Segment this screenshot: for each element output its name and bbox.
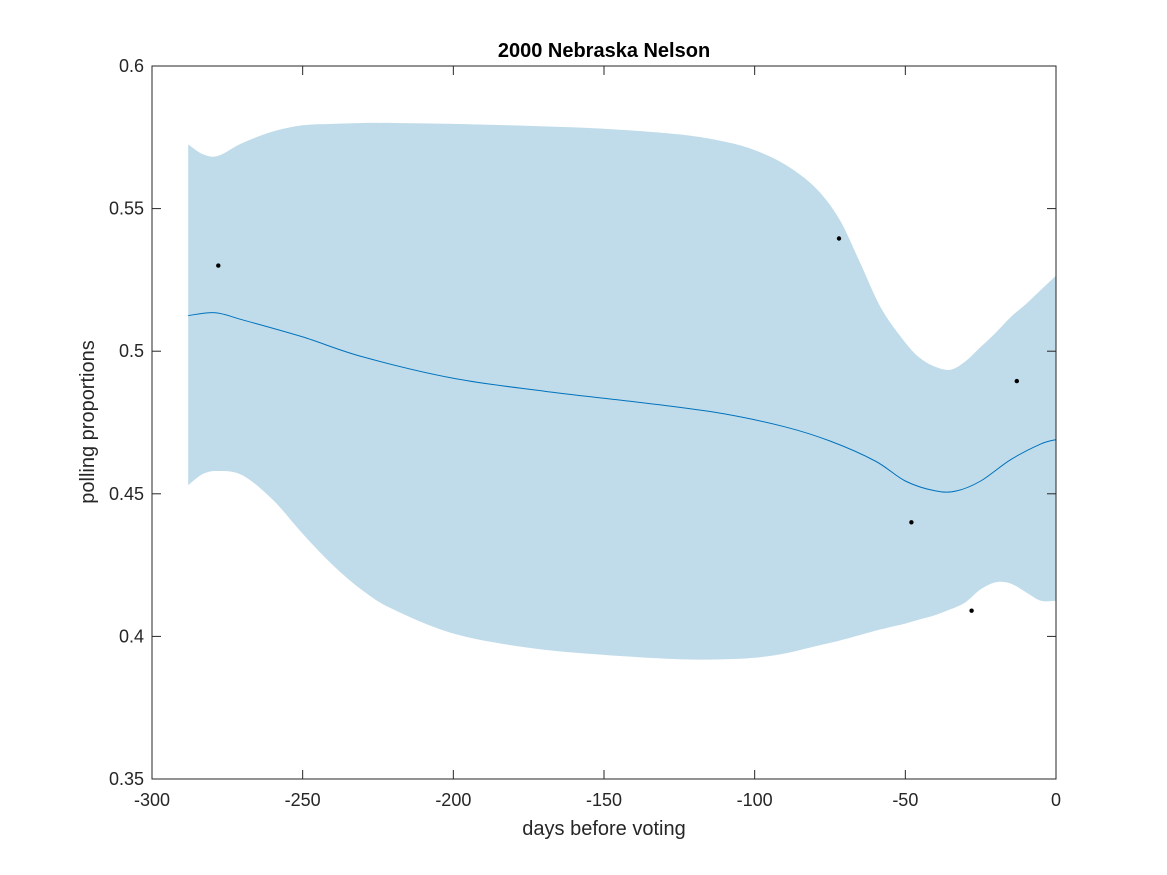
axes: -300 -250 -200 -150 -100 -50 0 0.35 0.4 0.45 0.5 0.… <box>109 56 1061 810</box>
x-tick-label: -150 <box>586 790 622 810</box>
x-tick-label: 0 <box>1051 790 1061 810</box>
x-tick-label: -200 <box>435 790 471 810</box>
y-tick-label: 0.5 <box>119 341 144 361</box>
y-tick-label: 0.6 <box>119 56 144 76</box>
poll-point <box>909 520 914 525</box>
y-tick-label: 0.45 <box>109 484 144 504</box>
y-tick-label: 0.35 <box>109 769 144 789</box>
poll-point <box>216 263 221 268</box>
poll-point <box>1014 378 1019 384</box>
confidence-band <box>188 122 1056 660</box>
x-axis-label: days before voting <box>522 818 685 840</box>
x-tick-label: -250 <box>285 790 321 810</box>
y-tick-label: 0.4 <box>119 626 144 646</box>
x-tick-label: -300 <box>134 790 170 810</box>
plot-area <box>188 122 1057 660</box>
poll-point <box>836 236 842 241</box>
mean-line <box>188 312 1057 493</box>
x-tick-label: -100 <box>737 790 773 810</box>
chart-title: 2000 Nebraska Nelson <box>498 40 710 62</box>
y-axis-label: polling proportions <box>77 340 99 503</box>
y-tick-label: 0.55 <box>109 199 144 219</box>
x-tick-label: -50 <box>892 790 918 810</box>
poll-point <box>969 608 974 613</box>
